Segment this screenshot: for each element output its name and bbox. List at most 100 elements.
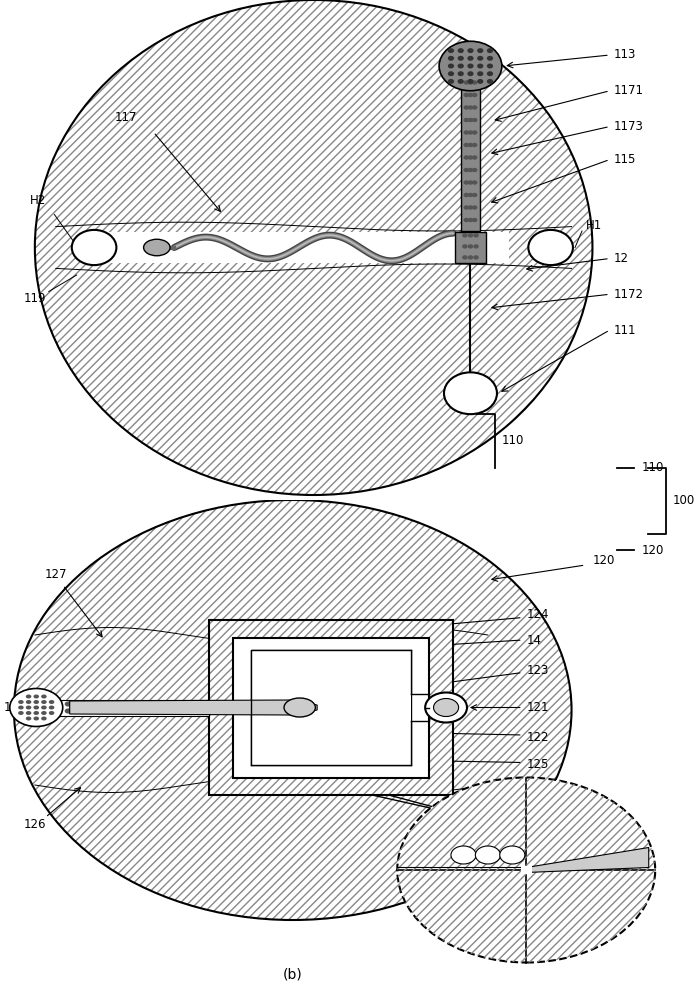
Circle shape bbox=[477, 79, 484, 84]
Circle shape bbox=[41, 706, 47, 710]
Text: 127: 127 bbox=[45, 568, 67, 582]
Circle shape bbox=[487, 56, 493, 61]
Text: 14: 14 bbox=[526, 634, 542, 647]
Text: 111: 111 bbox=[613, 324, 636, 336]
Ellipse shape bbox=[14, 500, 572, 920]
Circle shape bbox=[26, 706, 31, 710]
Circle shape bbox=[477, 71, 484, 76]
Text: 121: 121 bbox=[526, 701, 549, 714]
Circle shape bbox=[468, 193, 473, 197]
Circle shape bbox=[472, 143, 477, 147]
Circle shape bbox=[45, 701, 52, 707]
Circle shape bbox=[468, 205, 473, 210]
Circle shape bbox=[75, 708, 82, 714]
Circle shape bbox=[464, 105, 469, 110]
Circle shape bbox=[477, 56, 484, 61]
Circle shape bbox=[26, 695, 31, 699]
Bar bbox=[455, 232, 486, 263]
Circle shape bbox=[464, 80, 469, 85]
Text: 110: 110 bbox=[502, 434, 524, 446]
Circle shape bbox=[114, 708, 121, 714]
Circle shape bbox=[462, 255, 468, 260]
Circle shape bbox=[468, 168, 473, 172]
Circle shape bbox=[487, 48, 493, 53]
Circle shape bbox=[49, 700, 54, 704]
Circle shape bbox=[477, 48, 484, 53]
Circle shape bbox=[18, 706, 24, 710]
Circle shape bbox=[448, 64, 454, 68]
Bar bbox=[38, 700, 209, 716]
Circle shape bbox=[41, 695, 47, 699]
Circle shape bbox=[153, 708, 160, 714]
Text: H2: H2 bbox=[30, 194, 47, 207]
Text: 124: 124 bbox=[526, 608, 549, 621]
Circle shape bbox=[45, 708, 52, 714]
Circle shape bbox=[473, 244, 479, 249]
Bar bbox=[251, 650, 411, 765]
Circle shape bbox=[468, 79, 474, 84]
Circle shape bbox=[468, 118, 473, 122]
Circle shape bbox=[26, 700, 31, 704]
Circle shape bbox=[472, 205, 477, 210]
Circle shape bbox=[448, 48, 454, 53]
Text: 120: 120 bbox=[592, 553, 615, 566]
Circle shape bbox=[487, 79, 493, 84]
Circle shape bbox=[468, 56, 474, 61]
Text: 128: 128 bbox=[3, 701, 26, 714]
Circle shape bbox=[162, 708, 169, 714]
Circle shape bbox=[472, 118, 477, 122]
Circle shape bbox=[65, 701, 72, 707]
Circle shape bbox=[472, 130, 477, 135]
Circle shape bbox=[153, 701, 160, 707]
Circle shape bbox=[397, 778, 655, 962]
Text: 113: 113 bbox=[613, 48, 636, 62]
Circle shape bbox=[114, 701, 121, 707]
Circle shape bbox=[468, 64, 474, 68]
Circle shape bbox=[468, 180, 473, 185]
Polygon shape bbox=[70, 700, 317, 715]
Text: 12: 12 bbox=[613, 252, 629, 265]
Circle shape bbox=[123, 708, 130, 714]
Circle shape bbox=[468, 130, 473, 135]
Circle shape bbox=[472, 80, 477, 85]
Circle shape bbox=[33, 706, 39, 710]
Circle shape bbox=[462, 244, 468, 249]
Text: 1173: 1173 bbox=[613, 120, 643, 133]
Circle shape bbox=[472, 168, 477, 172]
Circle shape bbox=[94, 708, 101, 714]
Text: 125: 125 bbox=[526, 758, 549, 772]
Circle shape bbox=[10, 688, 63, 726]
Circle shape bbox=[26, 711, 31, 715]
Circle shape bbox=[49, 706, 54, 710]
Circle shape bbox=[33, 700, 39, 704]
Circle shape bbox=[26, 716, 31, 720]
Text: 1171: 1171 bbox=[613, 84, 643, 97]
Circle shape bbox=[143, 701, 150, 707]
Ellipse shape bbox=[144, 239, 170, 256]
Circle shape bbox=[468, 244, 473, 249]
Circle shape bbox=[473, 255, 479, 260]
Circle shape bbox=[458, 79, 464, 84]
Circle shape bbox=[468, 218, 473, 222]
Text: 1172: 1172 bbox=[613, 288, 643, 301]
Circle shape bbox=[472, 218, 477, 222]
Circle shape bbox=[133, 708, 140, 714]
Bar bbox=[251, 650, 411, 765]
Circle shape bbox=[72, 230, 116, 265]
Text: (b): (b) bbox=[283, 968, 302, 982]
Text: 110: 110 bbox=[641, 461, 664, 474]
Circle shape bbox=[84, 708, 91, 714]
Circle shape bbox=[172, 708, 179, 714]
Circle shape bbox=[464, 130, 469, 135]
Circle shape bbox=[528, 230, 573, 265]
Circle shape bbox=[41, 700, 47, 704]
Circle shape bbox=[33, 695, 39, 699]
Circle shape bbox=[472, 93, 477, 97]
Circle shape bbox=[448, 56, 454, 61]
Circle shape bbox=[464, 218, 469, 222]
Circle shape bbox=[444, 372, 497, 414]
Text: 115: 115 bbox=[613, 153, 636, 166]
Polygon shape bbox=[105, 232, 509, 263]
Circle shape bbox=[477, 64, 484, 68]
Circle shape bbox=[468, 71, 474, 76]
